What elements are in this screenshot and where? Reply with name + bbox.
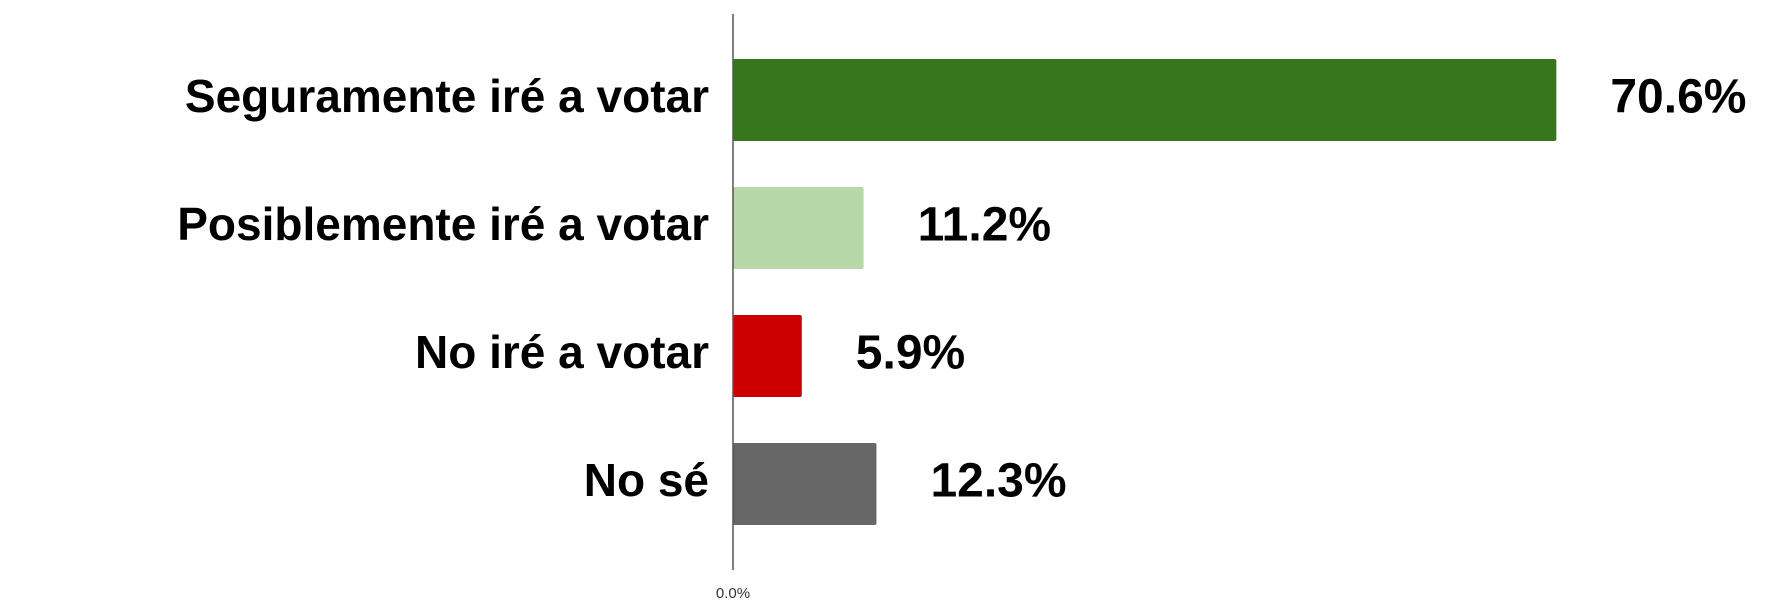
- x-tick-label: 0.0%: [716, 585, 750, 602]
- value-label: 12.3%: [930, 455, 1066, 508]
- value-label: 11.2%: [918, 199, 1051, 252]
- value-label: 5.9%: [856, 327, 965, 380]
- category-label: No iré a votar: [415, 326, 709, 378]
- value-label: 70.6%: [1610, 71, 1746, 124]
- bar: [733, 315, 802, 397]
- bar: [733, 187, 864, 269]
- category-label: Posiblemente iré a votar: [177, 198, 709, 250]
- category-label: No sé: [584, 454, 709, 506]
- bar: [733, 59, 1557, 141]
- category-label: Seguramente iré a votar: [185, 70, 709, 122]
- bar: [733, 443, 877, 525]
